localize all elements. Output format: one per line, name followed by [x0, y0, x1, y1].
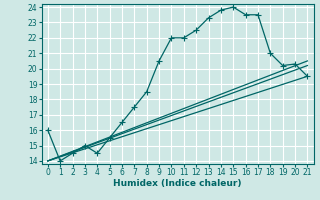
X-axis label: Humidex (Indice chaleur): Humidex (Indice chaleur): [113, 179, 242, 188]
